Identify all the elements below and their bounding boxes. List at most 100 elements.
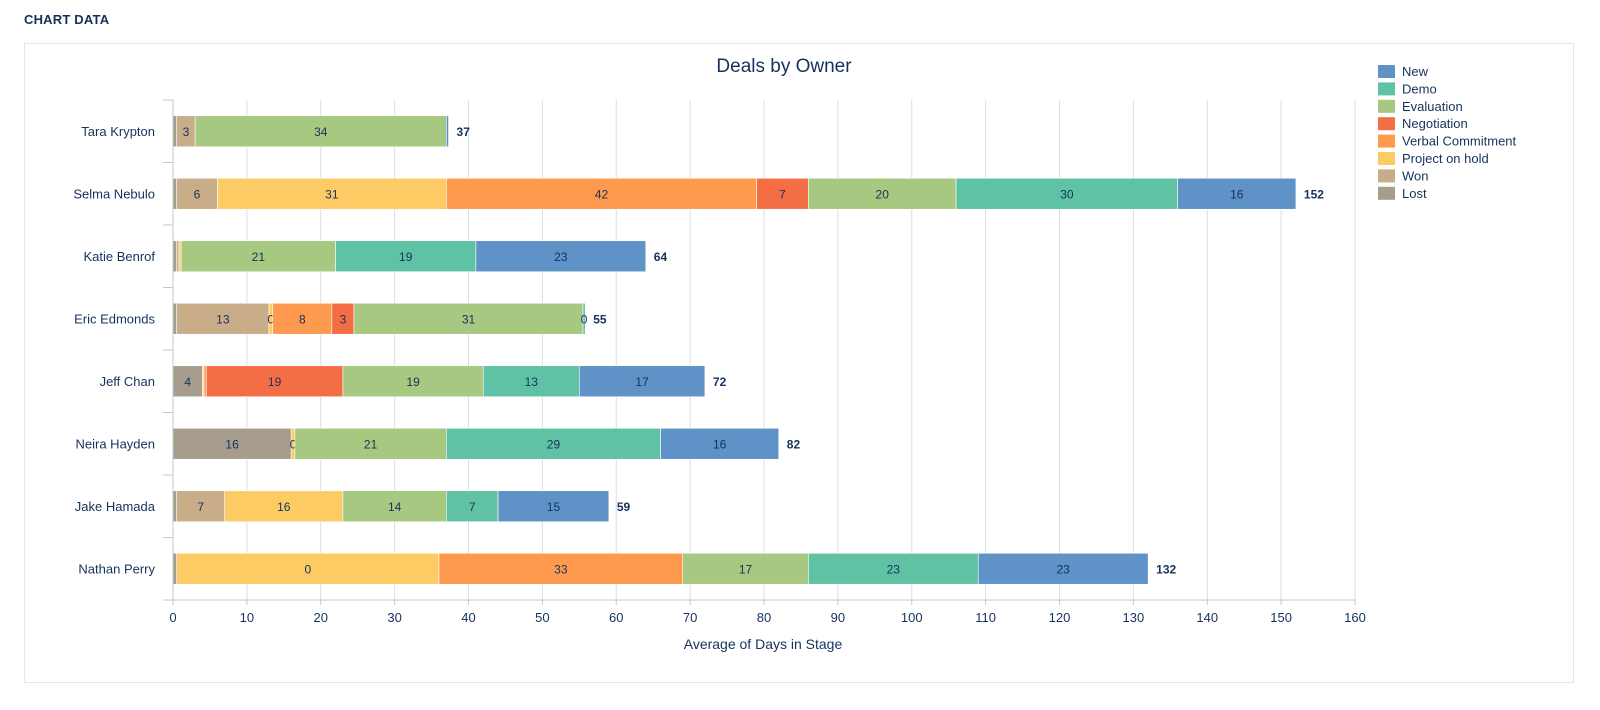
segment-label: 0 xyxy=(268,312,275,326)
total-label: 72 xyxy=(713,375,727,389)
legend-swatch xyxy=(1378,65,1395,78)
chart-title: Deals by Owner xyxy=(716,56,852,77)
x-tick-label: 30 xyxy=(387,610,401,625)
bar-segment xyxy=(342,490,447,523)
category-label: Jeff Chan xyxy=(100,374,155,389)
segment-label: 23 xyxy=(1057,562,1071,576)
total-label: 55 xyxy=(593,312,607,326)
segment-label: 17 xyxy=(739,562,753,576)
segment-label: 23 xyxy=(887,562,901,576)
bar-segment xyxy=(203,365,207,398)
total-label: 152 xyxy=(1304,187,1324,201)
segment-label: 19 xyxy=(406,375,420,389)
legend-swatch xyxy=(1378,186,1395,200)
segment-label: 3 xyxy=(183,125,190,139)
x-tick-label: 40 xyxy=(461,610,475,625)
x-tick-label: 130 xyxy=(1123,610,1145,625)
total-label: 37 xyxy=(457,125,471,139)
segment-label: 16 xyxy=(277,500,291,514)
x-tick-label: 140 xyxy=(1196,610,1218,625)
segment-label: 17 xyxy=(635,375,649,389)
bar-segment xyxy=(180,240,336,273)
total-label: 59 xyxy=(617,500,631,514)
segment-label: 19 xyxy=(268,375,282,389)
x-tick-label: 100 xyxy=(901,610,923,625)
bar-segment xyxy=(172,177,177,210)
bar-segment xyxy=(176,177,218,210)
segment-label: 31 xyxy=(325,187,339,201)
segment-label: 23 xyxy=(554,250,568,264)
segment-label: 16 xyxy=(713,437,727,451)
category-label: Katie Benrof xyxy=(83,249,155,264)
segment-label: 7 xyxy=(779,187,786,201)
bar-segment xyxy=(446,427,661,460)
legend-label: New xyxy=(1402,64,1429,79)
bar-segment xyxy=(660,427,780,460)
bar-segment xyxy=(1177,177,1297,210)
legend-swatch xyxy=(1378,169,1395,183)
segment-label: 13 xyxy=(525,375,539,389)
segment-label: 33 xyxy=(554,562,568,576)
bar-segment xyxy=(172,552,177,585)
segment-label: 31 xyxy=(462,312,476,326)
segment-label: 13 xyxy=(216,312,230,326)
bar-segment xyxy=(176,552,440,585)
x-tick-label: 10 xyxy=(240,610,254,625)
section-title: CHART DATA xyxy=(24,12,110,27)
legend-swatch xyxy=(1378,134,1395,148)
segment-label: 29 xyxy=(547,437,561,451)
segment-label: 34 xyxy=(314,125,328,139)
bar-segment xyxy=(224,490,344,523)
chart-card: Deals by Owner 3 34 37 6 31 42 7 20 30 16 152 21 19 2… xyxy=(24,43,1574,683)
segment-label: 0 xyxy=(581,312,588,326)
legend-label: Won xyxy=(1402,168,1429,183)
segment-label: 6 xyxy=(194,187,201,201)
total-label: 64 xyxy=(654,250,668,264)
bar-segment xyxy=(977,552,1149,585)
x-tick-label: 160 xyxy=(1344,610,1366,625)
x-tick-label: 0 xyxy=(169,610,176,625)
bar-segment xyxy=(756,177,809,210)
legend-swatch xyxy=(1378,99,1395,113)
bar-segment xyxy=(497,490,610,523)
bar-segment xyxy=(582,302,586,335)
x-axis-title: Average of Days in Stage xyxy=(684,636,843,652)
bar-segment xyxy=(446,177,757,210)
bar-segment xyxy=(808,552,979,585)
segment-label: 20 xyxy=(876,187,890,201)
segment-label: 7 xyxy=(469,500,476,514)
segment-label: 19 xyxy=(399,250,413,264)
segment-label: 16 xyxy=(225,437,239,451)
segment-label: 8 xyxy=(299,312,306,326)
bar-segment xyxy=(342,365,484,398)
x-tick-label: 20 xyxy=(314,610,328,625)
category-label: Jake Hamada xyxy=(75,499,156,514)
bar-segment xyxy=(353,302,584,335)
x-tick-label: 150 xyxy=(1270,610,1292,625)
segment-label: 0 xyxy=(304,562,311,576)
segment-label: 3 xyxy=(340,312,347,326)
segment-label: 7 xyxy=(197,500,204,514)
bar-segment xyxy=(172,365,203,398)
axes-layer: 0 10 20 30 40 50 60 70 80 90 100 110 120 130 140 150 160… xyxy=(73,99,1366,625)
legend-swatch xyxy=(1378,117,1395,131)
bar-segment xyxy=(172,427,292,460)
grid-lines xyxy=(246,100,1356,600)
x-tick-label: 110 xyxy=(975,610,996,625)
bar-segment xyxy=(335,240,477,273)
bar-segment xyxy=(178,240,182,273)
segment-label: 15 xyxy=(547,500,561,514)
segment-label: 30 xyxy=(1060,187,1074,201)
bar-segment xyxy=(579,365,706,398)
bar-segment xyxy=(172,240,177,273)
legend-label: Project on hold xyxy=(1402,151,1489,166)
category-label: Neira Hayden xyxy=(76,436,156,451)
bar-segment xyxy=(475,240,647,273)
bar-segment xyxy=(172,115,177,148)
category-label: Nathan Perry xyxy=(78,561,155,576)
bar-segment xyxy=(808,177,957,210)
bar-segment xyxy=(272,302,333,335)
category-label: Tara Krypton xyxy=(81,124,155,139)
